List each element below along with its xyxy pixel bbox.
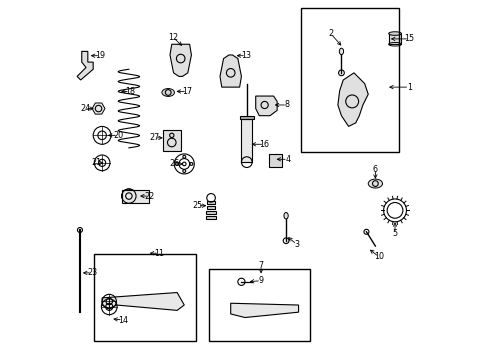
Bar xyxy=(207,206,215,209)
Text: 5: 5 xyxy=(392,229,397,238)
Text: 4: 4 xyxy=(285,155,291,164)
Polygon shape xyxy=(338,73,368,126)
Text: 23: 23 xyxy=(87,268,97,277)
Ellipse shape xyxy=(368,179,383,188)
Ellipse shape xyxy=(389,32,401,35)
Text: 2: 2 xyxy=(328,29,333,38)
Text: 10: 10 xyxy=(374,252,384,261)
Polygon shape xyxy=(77,51,93,80)
Polygon shape xyxy=(92,103,105,114)
Text: 12: 12 xyxy=(168,33,178,42)
Polygon shape xyxy=(256,96,277,116)
Text: 22: 22 xyxy=(144,192,154,201)
Text: 27: 27 xyxy=(149,133,160,142)
Text: 18: 18 xyxy=(125,87,135,96)
Text: 14: 14 xyxy=(118,315,128,324)
Text: 25: 25 xyxy=(193,201,202,210)
Text: 15: 15 xyxy=(404,35,415,44)
Text: 3: 3 xyxy=(294,240,299,249)
Polygon shape xyxy=(220,55,242,87)
Text: 26: 26 xyxy=(169,159,179,168)
Text: 20: 20 xyxy=(113,131,123,140)
Text: 16: 16 xyxy=(259,140,270,149)
Bar xyxy=(207,201,215,204)
Bar xyxy=(163,130,181,152)
Ellipse shape xyxy=(284,212,288,219)
Bar xyxy=(269,154,282,167)
Text: 17: 17 xyxy=(182,87,192,96)
Text: 6: 6 xyxy=(373,165,378,174)
Text: 24: 24 xyxy=(80,104,90,113)
Ellipse shape xyxy=(162,89,174,96)
Polygon shape xyxy=(231,303,298,318)
Bar xyxy=(206,211,216,214)
Ellipse shape xyxy=(339,48,343,55)
Text: 19: 19 xyxy=(95,51,105,60)
Bar xyxy=(242,119,252,162)
Text: 8: 8 xyxy=(285,100,290,109)
Bar xyxy=(240,116,254,119)
Text: 9: 9 xyxy=(259,276,264,285)
Bar xyxy=(206,216,217,219)
Polygon shape xyxy=(170,44,192,76)
Bar xyxy=(122,190,148,203)
Polygon shape xyxy=(102,293,184,310)
Text: 7: 7 xyxy=(259,261,264,270)
Text: 1: 1 xyxy=(407,83,412,92)
Text: 13: 13 xyxy=(241,51,251,60)
Text: 21: 21 xyxy=(92,158,102,167)
Bar xyxy=(389,33,401,44)
Text: 11: 11 xyxy=(154,249,164,258)
